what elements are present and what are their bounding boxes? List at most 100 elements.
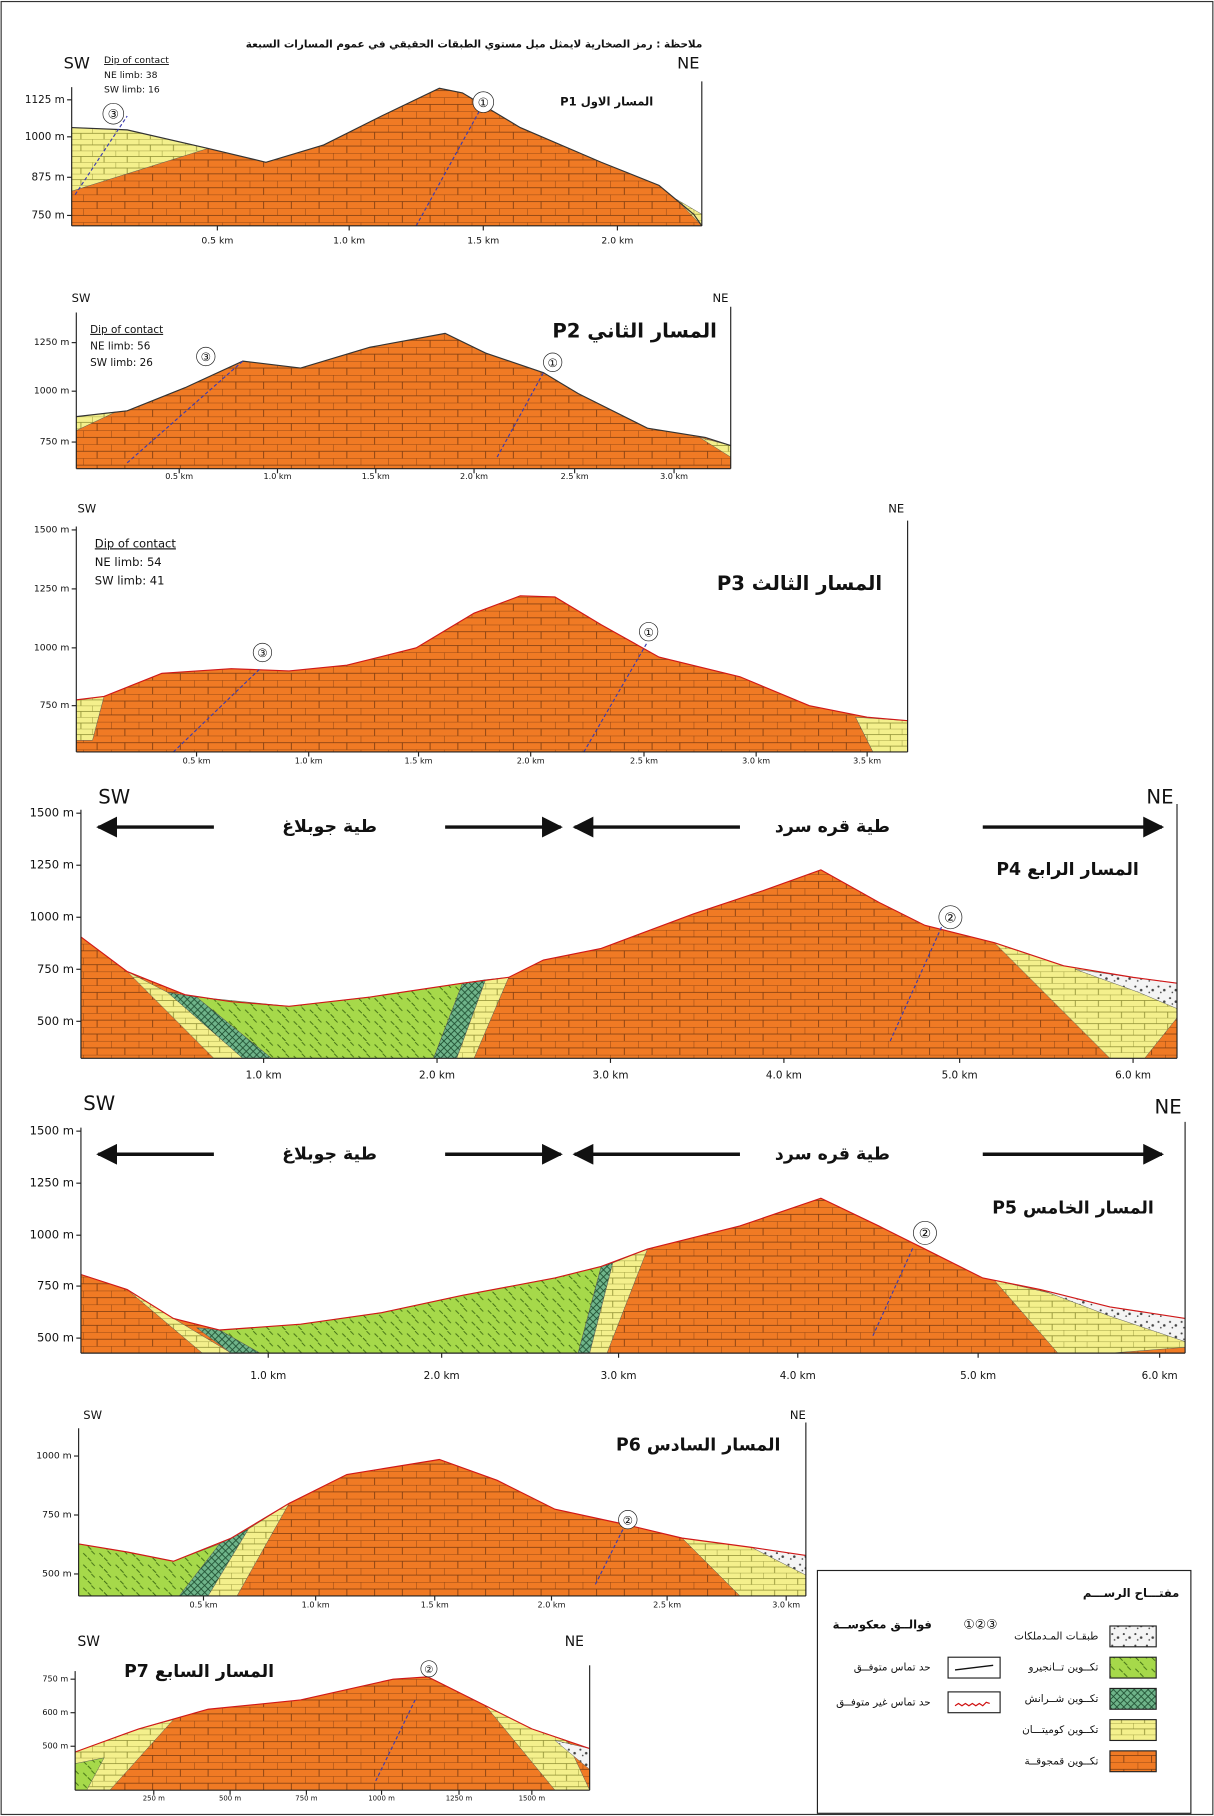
x-tick-label: 3.0 km: [601, 1370, 637, 1382]
x-tick-label: 1.0 km: [295, 756, 323, 766]
profile-title: P4 المسار الرابع: [996, 860, 1139, 880]
x-tick-label: 1.0 km: [302, 1600, 330, 1610]
legend-label: حد تماس متوفــق: [854, 1662, 931, 1674]
x-tick-label: 1.0 km: [246, 1070, 282, 1082]
x-tick-label: 4.0 km: [766, 1070, 802, 1082]
x-tick-label: 3.0 km: [742, 756, 770, 766]
y-tick-label: 1000 m: [25, 131, 65, 143]
y-tick-label: 750 m: [37, 1279, 74, 1293]
y-tick-label: 1500 m: [30, 1124, 74, 1138]
x-tick-label: 3.5 km: [853, 756, 881, 766]
x-tick-label: 2.5 km: [653, 1600, 681, 1610]
sw-label: SW: [72, 291, 91, 305]
x-tick-label: 2.0 km: [538, 1600, 566, 1610]
y-tick-label: 750 m: [40, 437, 70, 448]
fault-number: ①: [478, 95, 489, 110]
y-tick-label: 1000 m: [34, 642, 69, 653]
fault-number: ③: [201, 350, 211, 364]
y-tick-label: 1000 m: [30, 910, 74, 924]
swatch: [1110, 1720, 1156, 1741]
legend: مفتـــاح الرســـم طبقـات المـدملكات تكــ…: [817, 1570, 1190, 1813]
swatch: [1110, 1626, 1156, 1647]
ne-label: NE: [1146, 786, 1173, 809]
fold-label: طية جوبلاغ: [282, 1144, 377, 1164]
y-tick-label: 500 m: [42, 1568, 72, 1579]
y-tick-label: 750 m: [42, 1510, 72, 1521]
y-tick-label: 750 m: [31, 209, 64, 221]
swatch: [1110, 1657, 1156, 1678]
dip-heading: Dip of contact: [104, 55, 169, 66]
fault-number: ②: [424, 1664, 433, 1676]
fault-number: ①: [643, 625, 653, 639]
x-tick-label: 1.0 km: [264, 471, 292, 481]
dip-ne: NE limb: 54: [95, 555, 162, 569]
y-tick-label: 750 m: [37, 962, 74, 976]
page: { "note": "ملاحظة : رمز الصخارية لايمثل …: [0, 0, 1214, 1816]
x-tick-label: 0.5 km: [201, 235, 233, 246]
x-tick-label: 6.0 km: [1115, 1070, 1151, 1082]
x-tick-label: 2.0 km: [601, 235, 633, 246]
x-tick-label: 2.0 km: [419, 1070, 455, 1082]
fold-label: طية جوبلاغ: [282, 817, 377, 837]
dip-ne: NE limb: 56: [90, 341, 150, 353]
x-tick-label: 2.0 km: [460, 471, 488, 481]
x-tick-label: 5.0 km: [942, 1070, 978, 1082]
legend-label: طبقـات المـدملكات: [1014, 1630, 1098, 1642]
y-tick-label: 1125 m: [25, 94, 65, 106]
y-tick-label: 1250 m: [34, 583, 69, 594]
profile-title: P6 المسار السادس: [616, 1436, 780, 1456]
fault-number: ①: [547, 356, 557, 370]
legend-label: تكــوين قمجوقــة: [1025, 1755, 1099, 1767]
sw-label: SW: [83, 1408, 102, 1422]
x-tick-label: 500 m: [219, 1794, 241, 1802]
sw-label: SW: [83, 1092, 115, 1115]
fault-number: ③: [108, 106, 119, 121]
y-tick-label: 750 m: [40, 700, 70, 711]
x-tick-label: 250 m: [143, 1794, 165, 1802]
x-tick-label: 1500 m: [519, 1794, 546, 1802]
ne-label: NE: [790, 1408, 806, 1422]
x-tick-label: 2.0 km: [424, 1370, 460, 1382]
x-tick-label: 1250 m: [446, 1794, 473, 1802]
fault-number: ②: [623, 1513, 633, 1527]
x-tick-label: 1.5 km: [421, 1600, 449, 1610]
legend-faults-symbols: ①②③: [963, 1616, 997, 1631]
note: ملاحظة : رمز الصخارية لايمثل ميل مستوي ا…: [246, 38, 702, 50]
ne-label: NE: [565, 1634, 584, 1650]
profile-title: P3 المسار الثالث: [717, 572, 882, 595]
y-tick-label: 1000 m: [34, 386, 69, 397]
sw-label: SW: [98, 786, 130, 809]
x-tick-label: 750 m: [295, 1794, 317, 1802]
y-tick-label: 1000 m: [36, 1451, 71, 1462]
y-tick-label: 750 m: [42, 1674, 68, 1684]
x-tick-label: 1.5 km: [405, 756, 433, 766]
y-tick-label: 1250 m: [30, 1176, 74, 1190]
y-tick-label: 1000 m: [30, 1228, 74, 1242]
dip-sw: SW limb: 41: [95, 573, 165, 587]
fault-number: ②: [944, 910, 956, 926]
profile-title: P5 المسار الخامس: [992, 1199, 1154, 1219]
y-tick-label: 600 m: [42, 1707, 68, 1717]
profile-title: P1 المسار الاول: [560, 95, 653, 110]
x-tick-label: 1.5 km: [467, 235, 499, 246]
x-tick-label: 1000 m: [368, 1794, 395, 1802]
dip-ne: NE limb: 38: [104, 70, 158, 81]
x-tick-label: 3.0 km: [592, 1070, 628, 1082]
y-tick-label: 500 m: [37, 1331, 74, 1345]
profile-title: P7 المسار السابع: [124, 1662, 274, 1682]
x-tick-label: 0.5 km: [183, 756, 211, 766]
legend-label: حد تماس غير متوفــق: [836, 1696, 931, 1708]
legend-label: تكــوين كوميتـــان: [1022, 1724, 1098, 1736]
fault-number: ③: [257, 646, 267, 660]
ne-label: NE: [888, 502, 904, 516]
x-tick-label: 2.0 km: [517, 756, 545, 766]
ne-label: NE: [677, 53, 699, 72]
y-tick-label: 500 m: [37, 1014, 74, 1028]
x-tick-label: 6.0 km: [1142, 1370, 1178, 1382]
y-tick-label: 1250 m: [30, 858, 74, 872]
x-tick-label: 1.0 km: [250, 1370, 286, 1382]
fold-label: طية قره سرد: [775, 817, 890, 837]
profile-title: P2 المسار الثاني: [552, 320, 716, 343]
y-tick-label: 1500 m: [30, 806, 74, 820]
x-tick-label: 1.5 km: [362, 471, 390, 481]
